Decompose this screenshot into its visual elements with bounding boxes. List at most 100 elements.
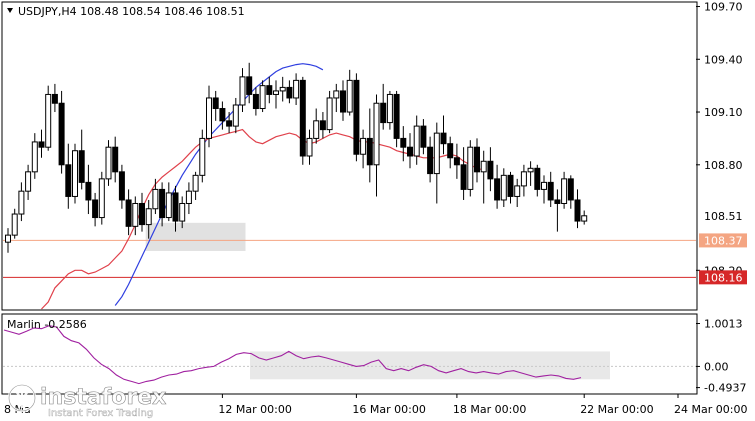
candle-body — [346, 79, 353, 113]
candle-body — [226, 120, 233, 127]
price-tick-label: 109.10 — [704, 106, 743, 119]
candle-body — [487, 160, 494, 180]
candle-body — [319, 120, 326, 131]
candle-body — [18, 190, 25, 215]
candle-body — [500, 174, 507, 201]
candle-body — [447, 143, 454, 159]
candle-body — [92, 199, 99, 219]
candle-body — [340, 90, 346, 113]
candle-body — [386, 93, 393, 124]
candle-body — [159, 188, 166, 219]
marlin-tick-label: 1.0013 — [704, 318, 743, 331]
candle-body — [279, 86, 286, 92]
candle-body — [232, 104, 239, 127]
candle-body — [561, 178, 568, 204]
candle-body — [239, 76, 246, 106]
candle-body — [185, 190, 192, 204]
date-tick-label: 16 Mar 00:00 — [352, 403, 425, 416]
candle-body — [366, 137, 373, 166]
candle-body — [152, 188, 159, 210]
level-badge-label-1: 108.16 — [704, 271, 743, 284]
date-tick-label: 12 Mar 00:00 — [218, 403, 291, 416]
symbol-header: USDJPY,H4 108.48 108.54 108.46 108.51 — [7, 5, 245, 18]
candle-body — [118, 171, 125, 201]
level-badge-1 — [699, 270, 747, 285]
dropdown-triangle-icon — [7, 8, 13, 13]
candle-body — [259, 85, 266, 110]
price-tick-label: 109.70 — [704, 1, 743, 14]
candle-body — [326, 97, 333, 131]
candle-body — [507, 174, 514, 197]
candle-body — [333, 90, 340, 99]
candle-body — [11, 213, 18, 236]
candle-body — [353, 79, 360, 155]
candle-body — [78, 150, 85, 183]
candle-body — [51, 93, 58, 104]
candle-body — [252, 93, 259, 110]
level-badge-0 — [699, 233, 747, 248]
candle-body — [219, 108, 226, 122]
marlin-tick-label: 0.00 — [704, 360, 729, 373]
candle-body — [393, 93, 400, 139]
candle-body — [273, 90, 279, 95]
date-tick-label: 18 Mar 00:00 — [453, 403, 526, 416]
candle-body — [139, 202, 145, 226]
candle-body — [246, 76, 253, 95]
candle-body — [65, 164, 72, 197]
candle-body — [514, 185, 521, 197]
candle-body — [373, 102, 380, 166]
marlin-line — [3, 325, 582, 385]
candle-body — [420, 125, 427, 148]
candle-body — [440, 132, 447, 145]
candle-body — [212, 97, 219, 110]
candle-body — [474, 146, 480, 173]
candle-body — [467, 146, 474, 190]
candle-body — [433, 132, 440, 175]
candle-body — [460, 164, 467, 190]
candle-body — [306, 137, 313, 157]
axis-layer: 109.70109.40109.10108.80108.20108.51108.… — [4, 1, 747, 416]
candle-body — [132, 202, 139, 227]
candle-body — [58, 102, 65, 166]
candle-body — [520, 171, 527, 187]
candle-body — [31, 141, 38, 173]
price-layer — [3, 62, 696, 310]
candle-body — [266, 85, 273, 95]
candle-body — [38, 141, 45, 148]
price-tick-label: 108.80 — [704, 159, 743, 172]
candle-body — [293, 79, 300, 99]
level-badge-label-0: 108.37 — [704, 234, 743, 247]
candle-body — [581, 215, 588, 222]
marlin-label: Marlin -0.2586 — [7, 318, 87, 331]
candle-body — [547, 181, 554, 201]
consolidation-zone — [145, 222, 246, 251]
candle-body — [206, 97, 212, 139]
current-price-badge — [699, 208, 747, 223]
candle-body — [85, 181, 92, 201]
price-tick-label: 109.40 — [704, 53, 743, 66]
candle-body — [413, 125, 420, 157]
ma-slow-line — [114, 63, 324, 306]
candle-body — [72, 150, 78, 197]
candle-body — [125, 199, 132, 227]
candle-body — [400, 137, 407, 148]
candle-body — [574, 199, 581, 222]
candle-body — [527, 167, 534, 173]
symbol-title: USDJPY,H4 108.48 108.54 108.46 108.51 — [18, 5, 245, 18]
candle-body — [360, 137, 367, 155]
candle-body — [534, 167, 541, 190]
candle-body — [98, 178, 105, 219]
candle-body — [453, 157, 460, 166]
candle-body — [145, 208, 152, 226]
candle-body — [427, 146, 434, 175]
candle-body — [25, 171, 32, 192]
candle-body — [286, 86, 293, 99]
instaforex-watermark: instaforex Instant Forex Trading — [7, 383, 167, 419]
candle-body — [112, 146, 119, 173]
instaforex-logo-icon — [7, 383, 37, 413]
candle-body — [313, 120, 320, 139]
candle-body — [380, 102, 387, 124]
candle-body — [172, 192, 179, 222]
candle-body — [5, 234, 11, 243]
candle-body — [407, 146, 413, 157]
